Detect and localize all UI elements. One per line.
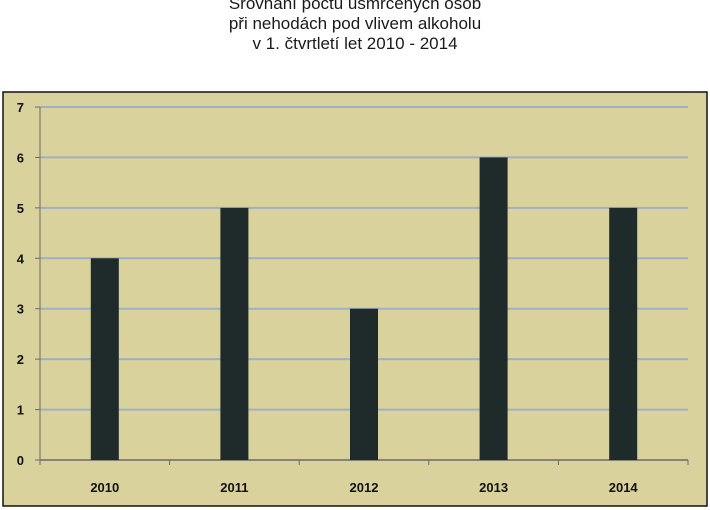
y-tick-label: 5 xyxy=(17,201,24,216)
chart-title-line-1: Srovnání počtu usmrcených osob xyxy=(228,0,482,13)
chart-title-line-2: při nehodách pod vlivem alkoholu xyxy=(228,14,482,33)
y-tick-label: 7 xyxy=(17,100,24,115)
x-tick-label: 2014 xyxy=(609,480,639,495)
x-tick-label: 2012 xyxy=(350,480,379,495)
y-tick-labels: 0 1 2 3 4 5 6 7 xyxy=(17,100,25,468)
y-tick-label: 1 xyxy=(17,403,24,418)
chart-title-line-3: v 1. čtvrtletí let 2010 - 2014 xyxy=(252,34,458,53)
x-tick-label: 2010 xyxy=(90,480,119,495)
y-tick-label: 0 xyxy=(17,453,24,468)
bar-2010 xyxy=(90,258,119,460)
x-tick-labels: 2010 2011 2012 2013 2014 xyxy=(90,480,638,495)
bar-2012 xyxy=(350,308,378,460)
chart-title: Srovnání počtu usmrcených osob při nehod… xyxy=(0,0,710,54)
y-tick-label: 4 xyxy=(17,251,25,266)
x-tick-label: 2011 xyxy=(220,480,248,495)
y-tick-label: 6 xyxy=(17,150,24,165)
y-tick-label: 3 xyxy=(17,302,24,317)
bar-2014 xyxy=(609,207,638,460)
bar-2011 xyxy=(220,207,249,460)
bar-2013 xyxy=(479,157,508,460)
x-tick-label: 2013 xyxy=(479,480,508,495)
y-tick-label: 2 xyxy=(17,352,24,367)
bars xyxy=(90,157,638,460)
